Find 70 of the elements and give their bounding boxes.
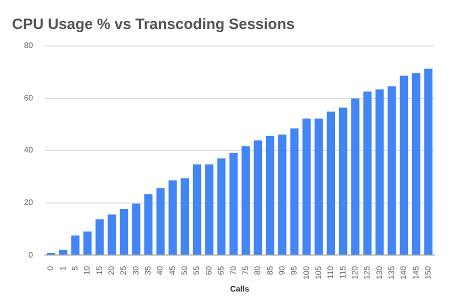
x-tick-label: 150	[424, 266, 433, 280]
x-tick-label: 35	[144, 266, 153, 275]
bar	[96, 219, 104, 255]
bar	[156, 188, 165, 255]
x-tick-label: 40	[156, 266, 165, 275]
bar	[424, 68, 432, 255]
x-tick-label: 0	[46, 266, 56, 271]
x-tick-label: 95	[290, 266, 299, 275]
bar	[229, 152, 238, 255]
x-tick-label: 20	[107, 266, 116, 275]
y-tick-label: 0	[28, 250, 34, 260]
x-tick-label: 65	[216, 266, 226, 275]
bar	[108, 214, 116, 255]
y-tick-label: 40	[24, 146, 34, 155]
x-tick-label: 30	[131, 266, 140, 275]
x-tick-label: 145	[411, 266, 420, 280]
bar	[375, 89, 384, 255]
y-tick-label: 20	[24, 198, 34, 207]
x-tick-label: 135	[386, 266, 396, 280]
bar	[242, 146, 250, 255]
bar	[326, 112, 336, 255]
x-tick-label: 115	[338, 266, 348, 279]
x-tick-label: 90	[277, 266, 286, 275]
bar	[205, 164, 214, 255]
bar	[192, 164, 202, 255]
x-tick-label: 15	[94, 266, 104, 275]
x-tick-label: 5	[70, 266, 80, 271]
x-tick-label: 60	[204, 266, 214, 275]
bar	[338, 108, 348, 255]
x-tick-label: 70	[228, 266, 238, 275]
x-tick-label: 50	[180, 266, 190, 275]
bar	[59, 250, 68, 255]
x-tick-label: 10	[82, 266, 92, 275]
x-tick-label: 45	[168, 266, 177, 275]
bar	[83, 232, 92, 255]
x-tick-label: 130	[374, 266, 384, 280]
y-tick-label: 60	[24, 93, 34, 102]
x-tick-label: 1	[58, 266, 68, 271]
x-tick-label: 85	[265, 266, 274, 275]
x-tick-label: 100	[302, 266, 311, 280]
bar	[120, 209, 128, 255]
bar	[302, 118, 311, 255]
bar	[290, 128, 299, 255]
x-tick-label: 25	[119, 266, 128, 275]
x-tick-label: 105	[314, 266, 323, 280]
bar	[400, 76, 408, 255]
y-tick-label: 80	[24, 41, 34, 50]
x-tick-label: 140	[399, 266, 408, 280]
x-tick-label: 75	[240, 266, 250, 275]
x-tick-label: 55	[192, 266, 202, 275]
x-tick-label: 110	[326, 266, 336, 279]
bar	[278, 134, 286, 255]
bar	[363, 91, 372, 255]
bar	[412, 73, 420, 255]
chart-title: CPU Usage % vs Transcoding Sessions	[12, 16, 295, 34]
x-tick-label: 80	[253, 266, 262, 275]
bar	[254, 140, 262, 255]
bar	[314, 118, 323, 255]
x-axis-title: Calls	[230, 284, 250, 294]
x-tick-label: 120	[350, 266, 360, 280]
bar	[266, 136, 274, 255]
bar	[144, 194, 152, 255]
x-tick-label: 125	[362, 266, 372, 280]
bar	[71, 235, 80, 255]
bar	[180, 178, 190, 255]
bar	[217, 158, 226, 255]
bar	[351, 98, 360, 255]
bar	[132, 204, 140, 255]
bar	[168, 180, 177, 255]
bar	[388, 86, 396, 255]
